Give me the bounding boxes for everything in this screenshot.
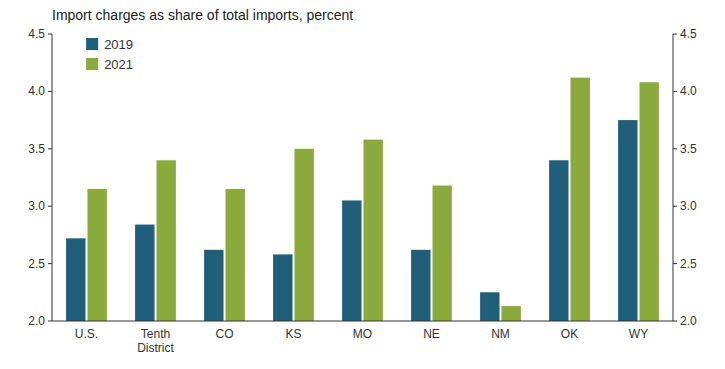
legend-label: 2021 (104, 57, 133, 72)
chart: Import charges as share of total imports… (0, 0, 725, 369)
bar (502, 306, 521, 321)
title: Import charges as share of total imports… (52, 7, 353, 23)
y-tick (48, 321, 52, 322)
y2-tick (673, 263, 677, 264)
y2-tick-label: 2.0 (680, 314, 697, 328)
y-tick (48, 34, 52, 35)
x-tick-label-line: OK (561, 327, 578, 341)
legend: 2019 2021 (86, 37, 133, 72)
x-tick-label-line: CO (216, 327, 234, 341)
y-tick-label: 2.5 (28, 257, 45, 271)
y2-tick (673, 148, 677, 149)
x-tick-label: CO (216, 327, 234, 341)
y2-tick-label: 3.5 (680, 142, 697, 156)
x-axis-line (52, 321, 673, 322)
bar (66, 238, 85, 321)
x-tick-label-line: WY (629, 327, 648, 341)
y2-tick (673, 321, 677, 322)
bar (364, 140, 383, 321)
bar (226, 189, 245, 321)
y2-tick-label: 3.0 (680, 199, 697, 213)
x-tick-label: MO (353, 327, 372, 341)
legend-label: 2019 (104, 37, 133, 52)
bar (204, 250, 223, 321)
bar (618, 120, 637, 321)
x-tick-label-line: MO (353, 327, 372, 341)
bar (480, 292, 499, 321)
bar (157, 160, 176, 321)
bar (295, 149, 314, 321)
legend-swatch (86, 38, 98, 50)
x-tick-label: NM (491, 327, 510, 341)
bar (135, 225, 154, 321)
bars (66, 78, 659, 321)
y-tick (48, 148, 52, 149)
bar (411, 250, 430, 321)
bar (88, 189, 107, 321)
bar (571, 78, 590, 321)
x-tick-label: KS (285, 327, 301, 341)
y-tick-label: 4.0 (28, 84, 45, 98)
y-tick-label: 4.5 (28, 27, 45, 41)
x-tick-label: WY (629, 327, 648, 341)
y-tick (48, 263, 52, 264)
x-tick-label: TenthDistrict (137, 327, 174, 355)
bar (433, 186, 452, 321)
y-axis-line (52, 34, 53, 321)
y-tick-label: 2.0 (28, 314, 45, 328)
x-tick-label-line: U.S. (75, 327, 98, 341)
bar (640, 82, 659, 321)
x-tick-label-line: NM (491, 327, 510, 341)
y2-tick (673, 206, 677, 207)
y-tick (48, 91, 52, 92)
y2-tick (673, 34, 677, 35)
x-tick-label-line: NE (423, 327, 440, 341)
bar (549, 160, 568, 321)
y-tick-label: 3.0 (28, 199, 45, 213)
x-tick-label: OK (561, 327, 578, 341)
legend-swatch (86, 58, 98, 70)
x-tick-label-line: District (137, 341, 174, 355)
bar (342, 200, 361, 321)
x-tick-label: U.S. (75, 327, 98, 341)
y2-tick-label: 4.5 (680, 27, 697, 41)
x-tick-label-line: Tenth (141, 327, 170, 341)
x-tick-label-line: KS (285, 327, 301, 341)
y-tick (48, 206, 52, 207)
y2-tick (673, 91, 677, 92)
y2-axis-line (673, 34, 674, 321)
y2-tick-label: 2.5 (680, 257, 697, 271)
y2-tick-label: 4.0 (680, 84, 697, 98)
y-tick-label: 3.5 (28, 142, 45, 156)
bar (273, 254, 292, 321)
x-tick-label: NE (423, 327, 440, 341)
